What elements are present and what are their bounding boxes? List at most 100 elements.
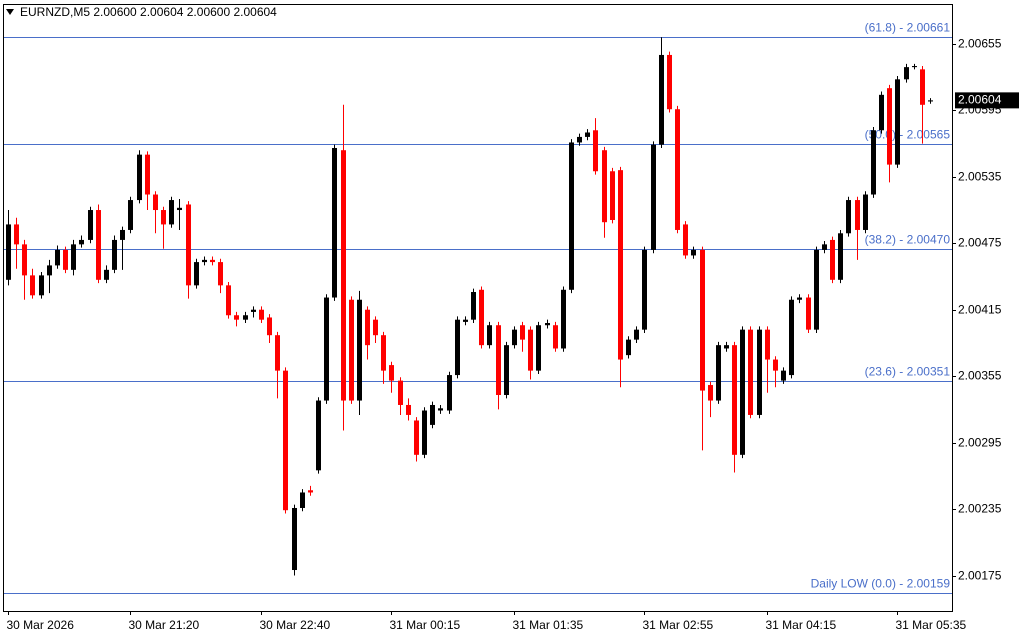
candle-body xyxy=(210,259,215,263)
candle-body xyxy=(912,66,917,68)
candle-body xyxy=(528,329,533,371)
candle-body xyxy=(88,210,93,240)
x-tick-label: 30 Mar 22:40 xyxy=(260,618,331,632)
candle-body xyxy=(341,150,346,401)
y-tick-label: 2.00355 xyxy=(958,369,1002,383)
candle-body xyxy=(602,150,607,223)
candle-body xyxy=(316,400,321,471)
candle-body xyxy=(871,130,876,195)
candle-body xyxy=(104,269,109,280)
candle-body xyxy=(324,297,329,401)
candle-body xyxy=(618,170,623,360)
candle-body xyxy=(830,239,835,280)
candle-body xyxy=(177,207,182,211)
y-tick-label: 2.00235 xyxy=(958,502,1002,516)
x-tick-label: 31 Mar 02:55 xyxy=(643,618,714,632)
candle-body xyxy=(373,319,378,336)
candle-body xyxy=(740,329,745,455)
candle-body xyxy=(447,375,452,411)
candle-body xyxy=(153,194,158,211)
candle-body xyxy=(732,345,737,455)
candle-body xyxy=(806,297,811,330)
candle-body xyxy=(928,100,933,102)
candle-body xyxy=(700,249,705,391)
candle-body xyxy=(610,171,615,220)
candle-body xyxy=(748,329,753,415)
candle-body xyxy=(79,239,84,245)
menu-triangle[interactable] xyxy=(6,9,14,15)
candle-body xyxy=(642,249,647,330)
candle-body xyxy=(398,380,403,405)
candle-body xyxy=(120,229,125,240)
candle-body xyxy=(789,299,794,376)
candle-body xyxy=(251,309,256,312)
candle-body xyxy=(520,325,525,340)
candle-body xyxy=(561,289,566,349)
candle-body xyxy=(569,142,574,290)
candle-body xyxy=(300,492,305,508)
candle-body xyxy=(389,365,394,381)
candle-body xyxy=(920,69,925,105)
candle-body xyxy=(414,420,419,455)
candle-body xyxy=(332,147,337,298)
candle-body xyxy=(887,88,892,165)
candle-body xyxy=(683,224,688,256)
candle-body xyxy=(846,200,851,234)
candle-body xyxy=(536,325,541,371)
candle-body xyxy=(765,329,770,360)
x-tick-label: 31 Mar 01:35 xyxy=(513,618,584,632)
candle-body xyxy=(463,319,468,322)
last-price-box xyxy=(955,92,1019,109)
candle-body xyxy=(781,370,786,381)
candle-body xyxy=(186,204,191,286)
candle-body xyxy=(895,79,900,165)
y-tick-label: 2.00655 xyxy=(958,37,1002,51)
y-tick-label: 2.00535 xyxy=(958,170,1002,184)
candle-body xyxy=(838,233,843,280)
candle-body xyxy=(6,224,11,280)
last-price-label: 2.00604 xyxy=(958,93,1002,107)
candle-body xyxy=(63,249,68,270)
candle-body xyxy=(716,345,721,401)
y-tick-label: 2.00475 xyxy=(958,236,1002,250)
x-tick-label: 31 Mar 04:15 xyxy=(766,618,837,632)
candle-body xyxy=(675,109,680,230)
candle-body xyxy=(14,224,19,245)
candle-body xyxy=(406,404,411,415)
y-tick-label: 2.00175 xyxy=(958,569,1002,583)
plot-frame xyxy=(3,4,953,612)
candle-body xyxy=(96,210,101,280)
candle-body xyxy=(357,299,362,401)
x-tick-label: 31 Mar 00:15 xyxy=(390,618,461,632)
candle-body xyxy=(161,210,166,225)
candle-body xyxy=(855,200,860,230)
x-tick-label: 31 Mar 05:35 xyxy=(896,618,967,632)
candle-body xyxy=(39,275,44,296)
candle-body xyxy=(879,94,884,131)
candle-body xyxy=(455,319,460,376)
candle-body xyxy=(512,329,517,346)
candle-body xyxy=(145,154,150,195)
candle-body xyxy=(71,244,76,270)
candle-body xyxy=(471,291,476,320)
candle-body xyxy=(577,136,582,143)
candle-body xyxy=(724,345,729,349)
level-label: (23.6) - 2.00351 xyxy=(865,365,951,379)
candle-body xyxy=(773,359,778,371)
candle-body xyxy=(243,315,248,320)
candle-body xyxy=(365,309,370,346)
candle-body xyxy=(626,339,631,356)
candle-body xyxy=(487,325,492,346)
y-tick-label: 2.00295 xyxy=(958,436,1002,450)
level-label: (38.2) - 2.00470 xyxy=(865,233,951,247)
candle-body xyxy=(381,335,386,371)
candle-body xyxy=(634,329,639,340)
candle-body xyxy=(553,325,558,349)
candle-body xyxy=(708,385,713,401)
candle-body xyxy=(479,289,484,346)
candle-body xyxy=(55,249,60,266)
candle-body xyxy=(128,200,133,230)
candle-body xyxy=(651,144,656,250)
level-label: (61.8) - 2.00661 xyxy=(865,21,951,35)
